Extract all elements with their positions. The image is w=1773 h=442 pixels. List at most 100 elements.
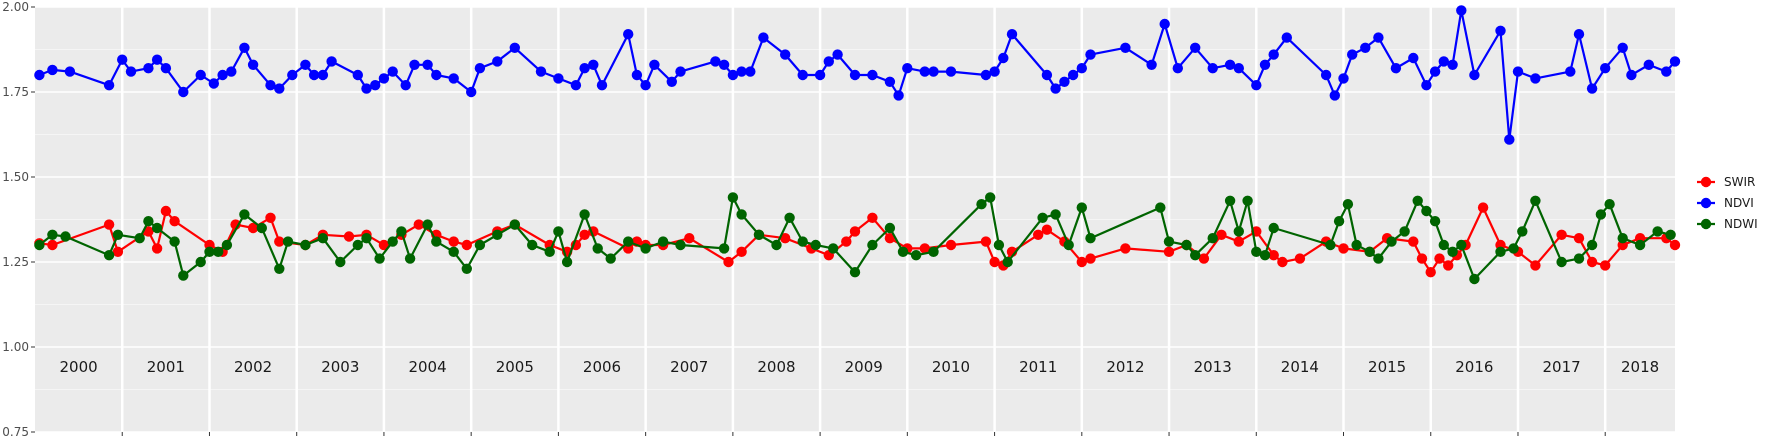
- data-point: [1325, 239, 1336, 251]
- data-point: [784, 212, 795, 223]
- data-point: [1342, 199, 1354, 210]
- data-point: [989, 256, 1000, 268]
- year-label: 2003: [321, 358, 359, 376]
- data-point: [1002, 256, 1013, 268]
- data-point: [1573, 233, 1585, 244]
- data-point: [1159, 18, 1170, 30]
- data-point: [151, 222, 163, 234]
- data-point: [1224, 195, 1236, 206]
- legend-label: NDVI: [1724, 196, 1754, 210]
- data-point: [736, 66, 747, 77]
- data-point: [1469, 273, 1480, 285]
- data-point: [1669, 56, 1681, 67]
- data-point: [178, 86, 189, 98]
- data-point: [287, 69, 298, 81]
- data-point: [103, 219, 115, 230]
- data-point: [867, 239, 878, 251]
- data-point: [431, 236, 442, 247]
- data-point: [945, 239, 957, 251]
- data-point: [1617, 233, 1628, 244]
- data-point: [274, 236, 285, 247]
- year-label: 2005: [496, 358, 534, 376]
- data-point: [274, 263, 285, 274]
- data-point: [387, 236, 398, 247]
- data-point: [928, 66, 939, 77]
- data-point: [1076, 62, 1088, 74]
- data-point: [1320, 69, 1332, 81]
- data-point: [1294, 253, 1306, 264]
- data-point: [1469, 69, 1480, 81]
- data-point: [317, 233, 329, 244]
- data-point: [1216, 229, 1227, 240]
- data-point: [103, 80, 115, 91]
- data-point: [828, 243, 839, 254]
- legend-item-ndwi: NDWI: [1697, 217, 1758, 231]
- data-point: [1006, 29, 1018, 40]
- data-point: [143, 216, 154, 227]
- data-point: [675, 66, 686, 77]
- data-point: [195, 256, 206, 268]
- data-point: [1604, 199, 1615, 210]
- data-point: [226, 66, 237, 77]
- data-point: [169, 236, 180, 247]
- data-point: [1190, 42, 1201, 53]
- data-point: [710, 56, 721, 67]
- data-point: [544, 246, 555, 257]
- data-point: [841, 236, 852, 247]
- data-point: [1050, 209, 1061, 220]
- data-point: [204, 246, 215, 257]
- data-point: [592, 243, 603, 254]
- data-point: [1565, 66, 1576, 77]
- data-point: [239, 209, 250, 220]
- data-point: [343, 231, 355, 242]
- data-point: [1665, 229, 1676, 240]
- data-point: [1333, 216, 1345, 227]
- year-labels: 2000 2001 2002 2003 2004 2005 2006 2007 2008 2009…: [60, 358, 1660, 376]
- data-point: [736, 246, 747, 257]
- data-point: [1512, 66, 1524, 77]
- data-point: [265, 212, 276, 223]
- y-tick-label: 0.75: [2, 425, 29, 439]
- data-point: [1259, 250, 1271, 261]
- data-point: [34, 239, 45, 251]
- year-label: 2010: [932, 358, 970, 376]
- data-point: [1198, 253, 1210, 264]
- data-point: [370, 80, 381, 91]
- data-point: [1586, 239, 1598, 251]
- legend-key-point: [1700, 197, 1712, 209]
- y-tick-label: 1.75: [2, 85, 29, 99]
- y-tick-label: 2.00: [2, 0, 29, 14]
- data-point: [1163, 236, 1175, 247]
- data-point: [1063, 239, 1074, 251]
- data-point: [579, 62, 590, 74]
- data-point: [1277, 256, 1288, 268]
- data-point: [143, 62, 154, 74]
- year-label: 2004: [408, 358, 446, 376]
- data-point: [1364, 246, 1375, 257]
- data-point: [409, 59, 420, 70]
- data-point: [1338, 243, 1349, 254]
- data-point: [1347, 49, 1358, 60]
- data-point: [1386, 236, 1397, 247]
- data-point: [387, 66, 398, 77]
- data-point: [718, 243, 730, 254]
- data-point: [1456, 5, 1467, 16]
- data-point: [1530, 73, 1541, 84]
- legend-item-ndvi: NDVI: [1697, 196, 1754, 210]
- data-point: [1067, 69, 1079, 81]
- data-point: [400, 80, 411, 91]
- data-point: [448, 73, 459, 84]
- data-point: [1643, 59, 1655, 70]
- series-ndvi: [34, 5, 1681, 145]
- legend-label: SWIR: [1724, 175, 1755, 189]
- data-point: [282, 236, 294, 247]
- data-point: [1573, 253, 1585, 264]
- data-point: [1447, 246, 1458, 257]
- data-point: [352, 239, 363, 251]
- data-point: [1037, 212, 1048, 223]
- data-point: [509, 219, 520, 230]
- data-point: [422, 219, 433, 230]
- data-point: [1172, 62, 1184, 74]
- data-point: [1495, 246, 1506, 257]
- data-point: [1408, 52, 1419, 64]
